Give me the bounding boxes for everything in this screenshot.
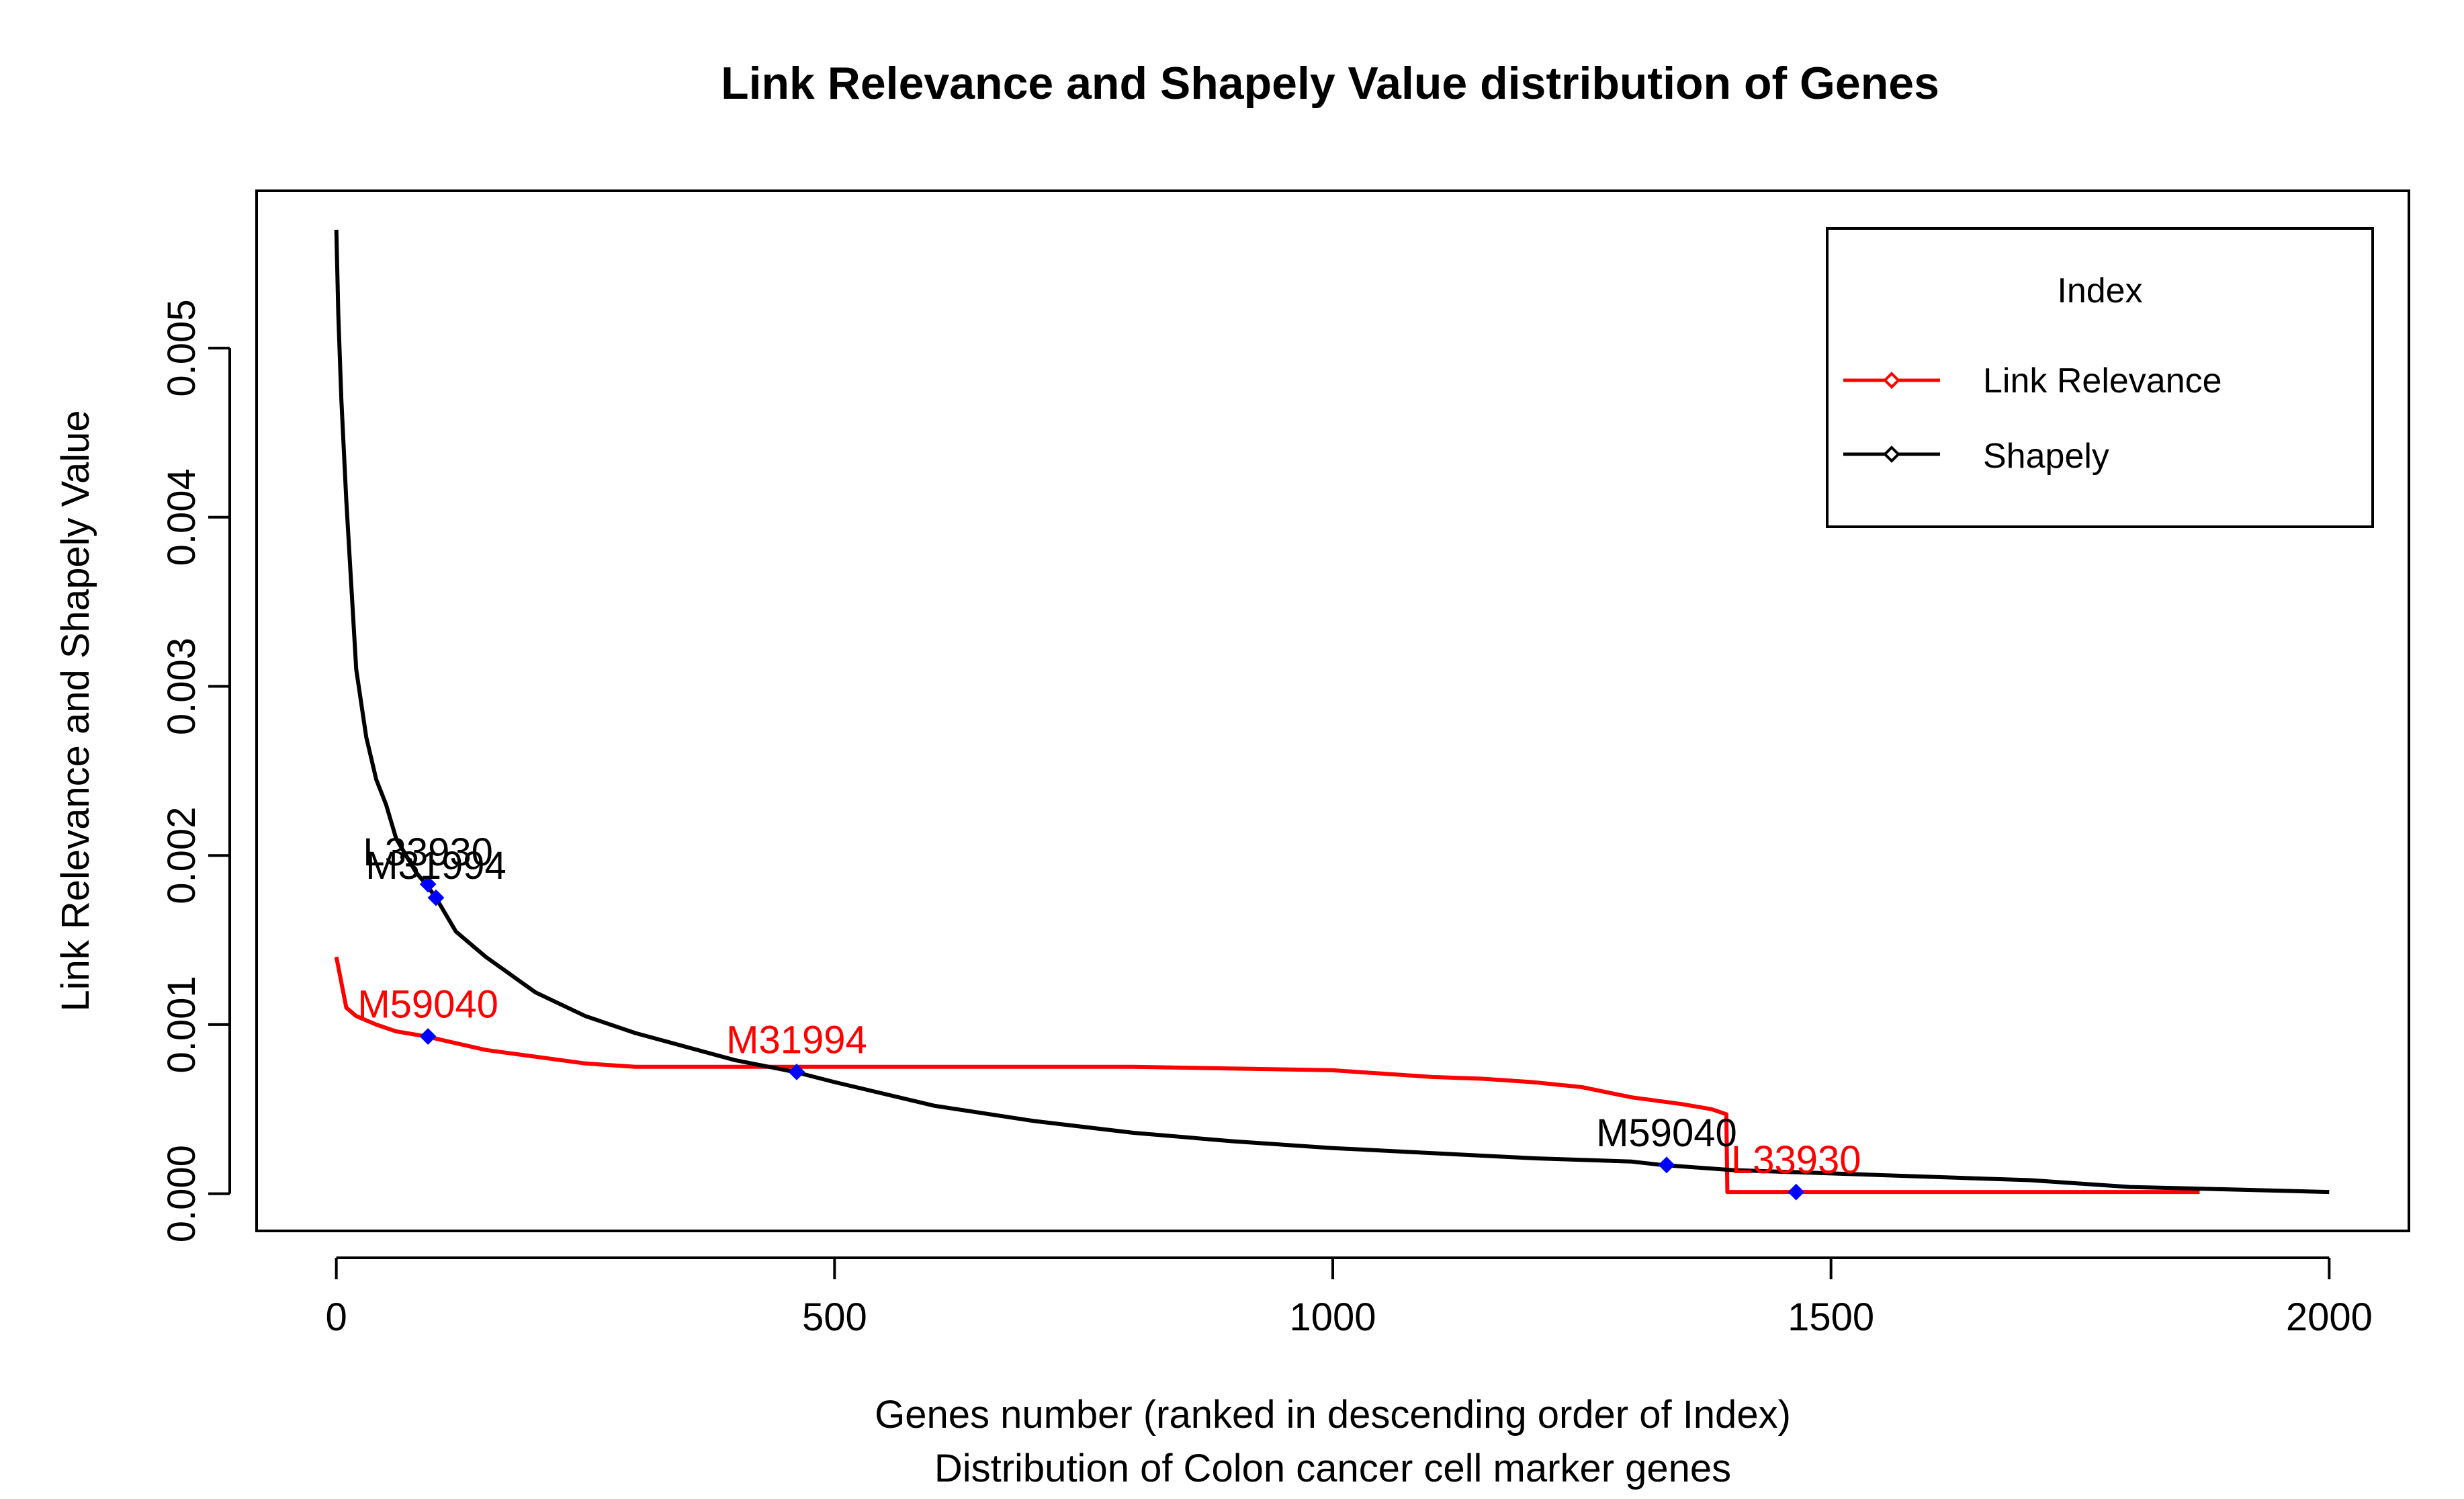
series-line-shapely: [334, 229, 2330, 1195]
y-axis-label: Link Relevance and Shapely Value: [54, 410, 97, 1011]
highlight-label-m31994: M31994: [365, 844, 507, 888]
highlight-label-m31994: M31994: [726, 1018, 867, 1062]
highlight-point-l33930: [419, 875, 437, 893]
highlight-point-m31994: [427, 889, 445, 906]
x-tick-label: 1000: [1289, 1295, 1376, 1339]
legend-marker-link-relevance: [1883, 372, 1900, 389]
x-axis: 0 500 1000 1500 2000: [326, 1256, 2373, 1339]
x-axis-label: Genes number (ranked in descending order…: [875, 1393, 1791, 1437]
y-tick-label: 0.005: [160, 300, 204, 397]
highlight-label-m59040: M59040: [1596, 1111, 1737, 1155]
highlight-label-l33930: L33930: [1731, 1138, 1861, 1182]
legend: Index Link Relevance Shapely: [1826, 227, 2374, 528]
highlight-label-m59040: M59040: [357, 983, 498, 1027]
x-tick-label: 0: [326, 1295, 347, 1339]
highlight-label-l33930: L33930: [363, 830, 493, 874]
y-tick-label: 0.000: [160, 1145, 204, 1242]
legend-box: [1826, 227, 2374, 528]
x-tick-label: 2000: [2286, 1295, 2373, 1339]
highlight-point-m59040: [1658, 1156, 1675, 1174]
legend-marker-shapely: [1883, 445, 1900, 463]
highlight-point-m31994: [788, 1063, 805, 1080]
x-tick-label: 1500: [1788, 1295, 1874, 1339]
y-axis: 0.000 0.001 0.002 0.003 0.004 0.005: [160, 300, 231, 1242]
legend-label-shapely: Shapely: [1983, 437, 2109, 476]
plot-frame: [255, 189, 2410, 1232]
y-tick-label: 0.004: [160, 468, 204, 566]
legend-label-link-relevance: Link Relevance: [1983, 361, 2222, 400]
highlight-point-l33930: [1788, 1183, 1805, 1201]
series-line-link-relevance: [334, 956, 2200, 1195]
chart-title: Link Relevance and Shapely Value distrib…: [721, 58, 1939, 109]
y-tick-label: 0.003: [160, 638, 204, 735]
y-tick-label: 0.002: [160, 807, 204, 904]
x-tick-label: 500: [802, 1295, 867, 1339]
y-tick-label: 0.001: [160, 976, 204, 1073]
highlight-point-m59040: [419, 1028, 437, 1045]
x-axis-sublabel: Distribution of Colon cancer cell marker…: [934, 1447, 1731, 1490]
legend-title: Index: [2057, 271, 2142, 310]
series-layer: [334, 229, 2330, 1195]
